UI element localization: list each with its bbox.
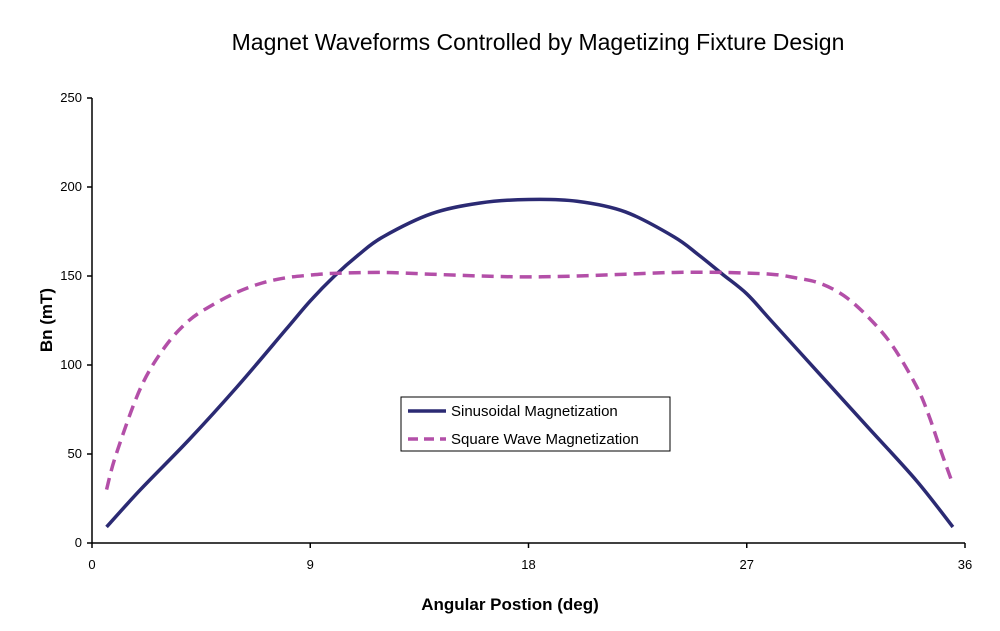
legend: Sinusoidal Magnetization Square Wave Mag… <box>400 396 671 452</box>
x-tick-label: 9 <box>307 557 314 572</box>
chart-title: Magnet Waveforms Controlled by Magetizin… <box>232 29 845 55</box>
y-axis-title: Bn (mT) <box>37 288 56 352</box>
x-tick-label: 27 <box>740 557 754 572</box>
y-tick-label: 200 <box>60 179 82 194</box>
x-tick-label: 18 <box>521 557 535 572</box>
legend-label-sinusoidal: Sinusoidal Magnetization <box>451 403 618 420</box>
y-axis: 0 50 100 150 200 250 <box>60 90 93 550</box>
y-tick-label: 100 <box>60 357 82 372</box>
legend-box <box>400 396 671 452</box>
y-tick-label: 0 <box>75 535 82 550</box>
x-axis: 0 9 18 27 36 <box>88 542 972 572</box>
x-tick-label: 0 <box>88 557 95 572</box>
x-tick-label: 36 <box>958 557 972 572</box>
y-tick-label: 150 <box>60 268 82 283</box>
series-group <box>104 197 955 529</box>
y-tick-label: 250 <box>60 90 82 105</box>
y-tick-label: 50 <box>68 446 82 461</box>
series-line-square-wave <box>104 270 955 491</box>
x-axis-title: Angular Postion (deg) <box>421 595 599 614</box>
series-line-sinusoidal <box>105 197 955 529</box>
legend-label-square-wave: Square Wave Magnetization <box>451 431 639 448</box>
